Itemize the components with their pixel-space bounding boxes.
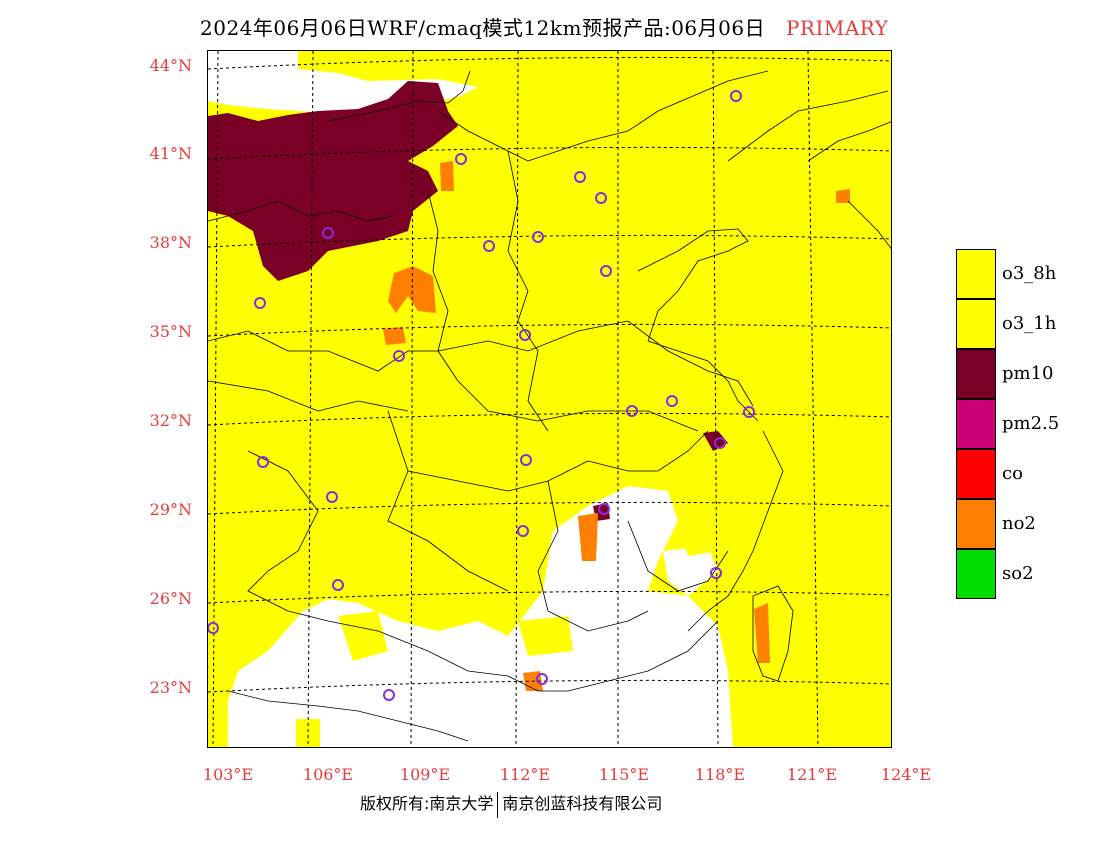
footer-divider bbox=[497, 791, 499, 818]
lat-label-23: 23°N bbox=[149, 678, 192, 697]
lat-label-44: 44°N bbox=[149, 56, 192, 75]
legend-label: so2 bbox=[1002, 563, 1034, 584]
city-markers bbox=[208, 90, 755, 701]
map-panel[interactable] bbox=[207, 50, 892, 748]
no2-spot-7 bbox=[836, 189, 850, 203]
legend-item-co: co bbox=[956, 449, 1076, 499]
copyright-right: 南京创蓝科技有限公司 bbox=[502, 794, 663, 813]
lon-label-124: 124°E bbox=[880, 765, 932, 784]
no2-spot-1 bbox=[388, 266, 436, 313]
legend-swatch bbox=[956, 549, 996, 599]
lat-label-35: 35°N bbox=[149, 322, 192, 341]
legend-swatch bbox=[956, 399, 996, 449]
legend-label: no2 bbox=[1002, 513, 1036, 534]
lat-label-29: 29°N bbox=[149, 500, 192, 519]
lon-label-106: 106°E bbox=[302, 765, 354, 784]
legend-swatch bbox=[956, 299, 996, 349]
map-canvas bbox=[208, 51, 891, 747]
lon-label-118: 118°E bbox=[694, 765, 746, 784]
legend-swatch bbox=[956, 499, 996, 549]
lat-label-32: 32°N bbox=[149, 411, 192, 430]
legend-item-o3-8h: o3_8h bbox=[956, 249, 1076, 299]
legend-swatch bbox=[956, 349, 996, 399]
lat-label-38: 38°N bbox=[149, 233, 192, 252]
title-text: 2024年06月06日WRF/cmaq模式12km预报产品:06月06日 bbox=[200, 16, 766, 40]
yellow-patch-3 bbox=[678, 511, 718, 556]
yellow-patch-4 bbox=[296, 719, 320, 747]
legend-label: pm2.5 bbox=[1002, 413, 1060, 434]
copyright-footer: 版权所有:南京大学 南京创蓝科技有限公司 bbox=[360, 790, 662, 818]
legend-label: co bbox=[1002, 463, 1023, 484]
graticule bbox=[208, 51, 891, 747]
pollutant-legend: o3_8h o3_1h pm10 pm2.5 co no2 so2 bbox=[956, 249, 1076, 599]
legend-label: pm10 bbox=[1002, 363, 1054, 384]
legend-item-pm25: pm2.5 bbox=[956, 399, 1076, 449]
title-tag: PRIMARY bbox=[785, 16, 889, 40]
legend-swatch bbox=[956, 449, 996, 499]
legend-label: o3_8h bbox=[1002, 263, 1057, 284]
lon-label-121: 121°E bbox=[786, 765, 838, 784]
lon-label-103: 103°E bbox=[202, 765, 254, 784]
no2-spot-4 bbox=[754, 603, 770, 663]
lon-label-109: 109°E bbox=[399, 765, 451, 784]
copyright-left: 版权所有:南京大学 bbox=[360, 794, 494, 813]
yellow-patch-2 bbox=[518, 616, 573, 656]
legend-item-pm10: pm10 bbox=[956, 349, 1076, 399]
white-region-south bbox=[228, 486, 733, 747]
map-title: 2024年06月06日WRF/cmaq模式12km预报产品:06月06日 PRI… bbox=[200, 12, 888, 41]
no2-spot-6 bbox=[440, 161, 454, 191]
no2-spot-2 bbox=[383, 327, 406, 345]
lon-label-112: 112°E bbox=[499, 765, 551, 784]
borders bbox=[208, 70, 891, 742]
lat-label-26: 26°N bbox=[149, 589, 192, 608]
legend-item-o3-1h: o3_1h bbox=[956, 299, 1076, 349]
lon-label-115: 115°E bbox=[598, 765, 650, 784]
legend-label: o3_1h bbox=[1002, 313, 1057, 334]
yellow-patch-1 bbox=[338, 611, 388, 661]
legend-swatch bbox=[956, 249, 996, 299]
legend-item-so2: so2 bbox=[956, 549, 1076, 599]
no2-spot-3 bbox=[578, 513, 598, 561]
white-region-southeast bbox=[663, 546, 718, 596]
legend-item-no2: no2 bbox=[956, 499, 1076, 549]
lat-label-41: 41°N bbox=[149, 144, 192, 163]
pm10-region bbox=[208, 81, 458, 281]
